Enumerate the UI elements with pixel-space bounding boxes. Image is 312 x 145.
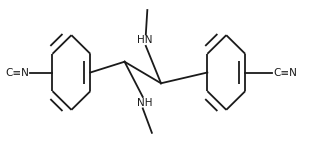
Text: NH: NH — [137, 98, 152, 108]
Text: HN: HN — [137, 35, 152, 45]
Text: C≡N: C≡N — [5, 68, 29, 77]
Text: C≡N: C≡N — [273, 68, 297, 77]
